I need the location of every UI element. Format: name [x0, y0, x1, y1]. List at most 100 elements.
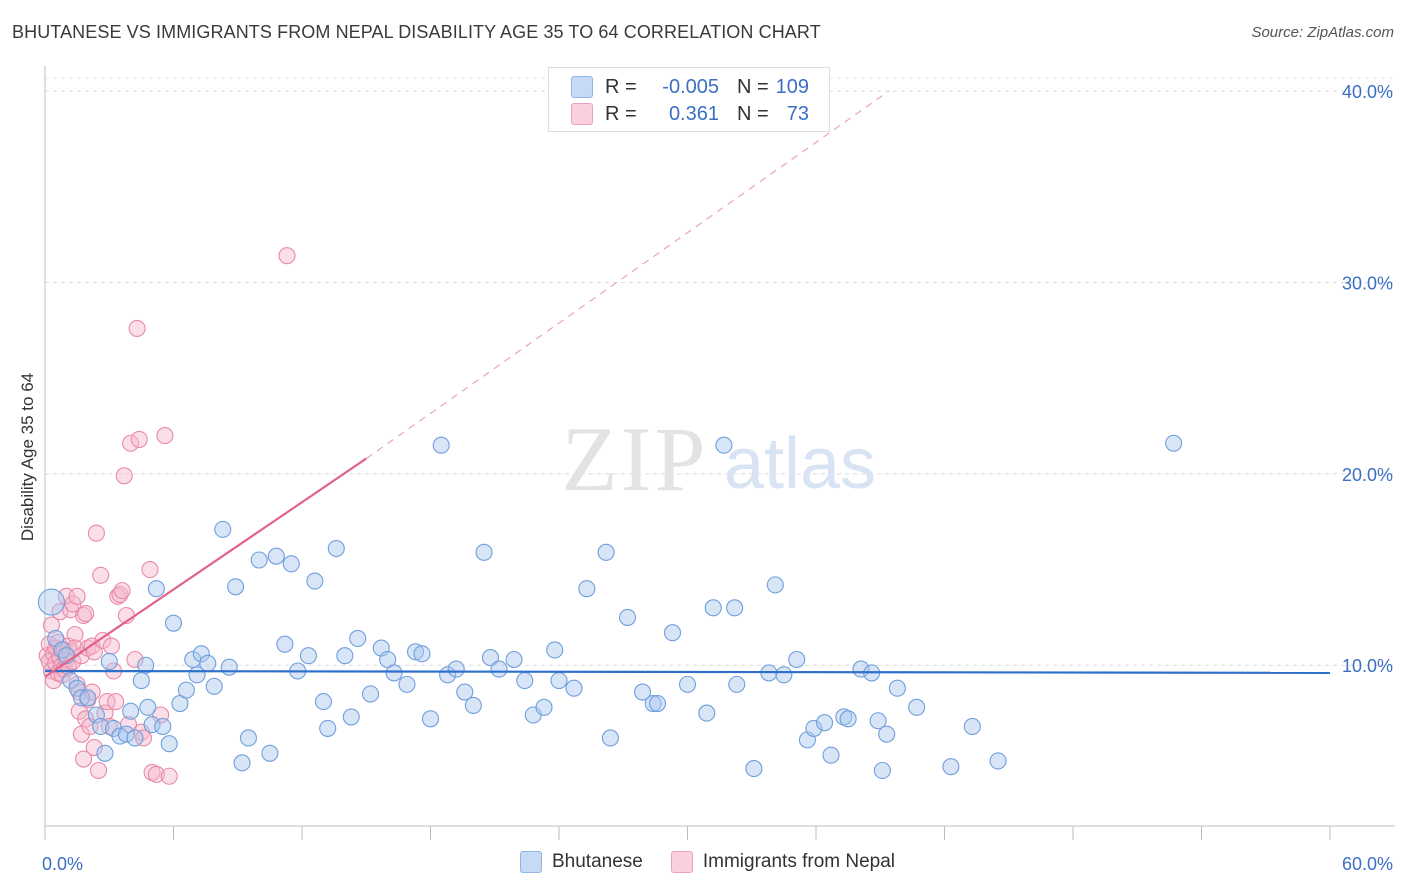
bhutanese-point	[117, 725, 135, 743]
nepal-point	[42, 616, 60, 634]
bhutanese-point	[205, 677, 223, 695]
bhutanese-point	[908, 698, 926, 716]
bhutanese-point	[464, 696, 482, 714]
nepal-point	[94, 631, 112, 649]
x-tick-label: 60.0%	[1342, 854, 1393, 874]
bhutanese-trend-line	[44, 669, 1331, 675]
tick-labels: 10.0% 20.0% 30.0% 40.0% 0.0% 60.0%	[42, 82, 1393, 874]
legend-n-value: 109	[775, 75, 809, 98]
bhutanese-point	[327, 539, 345, 558]
bhutanese-point	[839, 710, 857, 728]
bhutanese-point	[989, 752, 1007, 770]
bhutanese-point	[618, 608, 637, 626]
bhutanese-point	[261, 744, 279, 762]
chart-title: BHUTANESE VS IMMIGRANTS FROM NEPAL DISAB…	[12, 22, 821, 42]
bhutanese-point	[342, 708, 360, 726]
legend-swatch-pink	[571, 103, 593, 125]
y-axis-label: Disability Age 35 to 64	[18, 373, 37, 541]
bhutanese-point	[139, 698, 157, 716]
bhutanese-point	[601, 729, 619, 747]
legend-n-label: N =	[737, 75, 769, 98]
bhutanese-point	[878, 725, 896, 743]
bhutanese-point	[100, 652, 118, 670]
bhutanese-point	[728, 675, 746, 693]
bhutanese-point	[68, 679, 86, 697]
nepal-trend-extension	[365, 90, 890, 460]
bhutanese-point	[79, 689, 97, 707]
bhutanese-point	[475, 543, 493, 561]
bottom-legend-swatch-blue	[520, 851, 542, 873]
nepal-point	[98, 693, 116, 711]
nepal-point	[278, 247, 296, 265]
bhutanese-point	[550, 672, 568, 690]
bottom-legend-label: Bhutanese	[552, 851, 643, 872]
source-label: Source: ZipAtlas.com	[1251, 24, 1394, 41]
bhutanese-point	[199, 654, 217, 672]
bhutanese-point	[715, 436, 733, 454]
bhutanese-point	[775, 666, 793, 684]
bhutanese-point	[456, 683, 474, 701]
bhutanese-point	[192, 645, 210, 663]
nepal-point	[160, 767, 178, 785]
bhutanese-point	[96, 744, 114, 762]
nepal-point	[107, 693, 125, 711]
bhutanese-point	[678, 675, 697, 693]
nepal-point	[66, 626, 84, 644]
bhutanese-point	[565, 679, 583, 697]
bhutanese-point	[406, 643, 425, 661]
legend-n-value: 73	[786, 102, 809, 125]
bhutanese-point	[432, 436, 450, 454]
nepal-point	[115, 467, 133, 485]
axes	[44, 66, 1395, 840]
y-tick-label: 40.0%	[1342, 82, 1393, 102]
bhutanese-point	[447, 660, 465, 678]
bhutanese-point	[154, 717, 172, 736]
bhutanese-point	[220, 658, 238, 676]
bhutanese-point	[132, 672, 150, 690]
nepal-point	[147, 765, 165, 783]
bhutanese-point	[361, 685, 380, 703]
bhutanese-point	[805, 719, 823, 737]
bhutanese-point	[299, 647, 317, 665]
legend-row-bhutanese: R = -0.005 N = 109	[571, 74, 809, 100]
nepal-point	[130, 430, 148, 448]
bhutanese-point	[745, 760, 763, 778]
bhutanese-point	[282, 555, 300, 573]
bhutanese-point	[726, 599, 744, 617]
nepal-point	[128, 319, 146, 337]
bhutanese-point	[126, 729, 144, 747]
nepal-point	[68, 587, 86, 605]
bhutanese-point	[164, 614, 183, 632]
bhutanese-point	[147, 580, 165, 598]
bhutanese-point	[349, 629, 367, 648]
nepal-trend-line	[44, 457, 367, 678]
legend-r-value: 0.361	[668, 102, 719, 125]
bhutanese-point	[505, 650, 523, 669]
bhutanese-point	[766, 576, 784, 594]
bhutanese-point	[578, 580, 596, 598]
bottom-legend-nepal: Immigrants from Nepal	[670, 851, 895, 873]
nepal-point	[92, 566, 110, 584]
y-tick-label: 20.0%	[1342, 465, 1393, 485]
bhutanese-point	[663, 624, 682, 642]
nepal-point	[87, 524, 105, 542]
bhutanese-point	[319, 719, 337, 737]
bhutanese-point	[111, 727, 129, 745]
legend-n-label: N =	[737, 102, 769, 125]
watermark: ZIP atlas	[562, 408, 877, 510]
nepal-point	[75, 750, 93, 768]
bhutanese-point	[227, 578, 245, 596]
bhutanese-point	[413, 645, 431, 663]
bhutanese-point	[276, 635, 294, 653]
bhutanese-point	[888, 679, 906, 697]
legend-swatch-blue	[571, 76, 593, 98]
bhutanese-point	[963, 717, 981, 736]
bottom-legend-bhutanese: Bhutanese	[520, 851, 643, 873]
bhutanese-point	[37, 588, 65, 616]
nepal-point	[122, 434, 140, 452]
bhutanese-point	[143, 716, 161, 734]
y-tick-label: 30.0%	[1342, 274, 1393, 294]
bhutanese-point	[233, 754, 251, 772]
bhutanese-point	[648, 694, 667, 713]
y-tick-label: 10.0%	[1342, 656, 1393, 676]
